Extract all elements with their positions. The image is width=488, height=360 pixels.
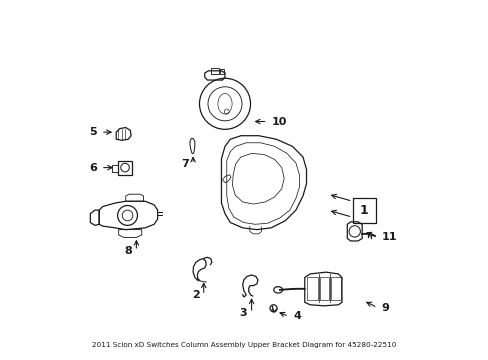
Text: 5: 5 — [89, 127, 97, 137]
Text: 10: 10 — [271, 117, 286, 126]
Bar — [306, 277, 317, 300]
Text: 8: 8 — [124, 246, 132, 256]
Bar — [319, 277, 328, 300]
Text: 2: 2 — [191, 290, 199, 300]
Text: 3: 3 — [239, 308, 247, 318]
Bar — [219, 69, 224, 74]
Text: 7: 7 — [181, 159, 188, 169]
Bar — [112, 166, 118, 172]
Text: 9: 9 — [381, 303, 389, 312]
Text: 6: 6 — [89, 163, 97, 172]
Bar — [352, 198, 375, 222]
Text: 2011 Scion xD Switches Column Assembly Upper Bracket Diagram for 45280-22510: 2011 Scion xD Switches Column Assembly U… — [92, 342, 396, 348]
Bar — [330, 277, 340, 300]
Bar — [118, 161, 132, 175]
Bar — [210, 68, 218, 74]
Text: 1: 1 — [359, 204, 367, 217]
Text: 11: 11 — [381, 232, 396, 242]
Text: 4: 4 — [292, 311, 300, 321]
